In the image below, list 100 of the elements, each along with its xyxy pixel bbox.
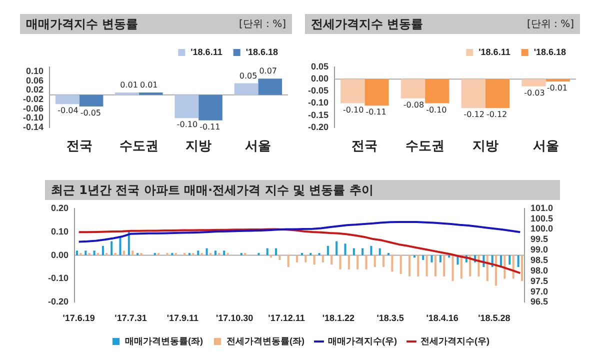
data-label: -0.11 xyxy=(200,122,220,132)
data-label: 0.05 xyxy=(239,71,258,80)
data-label: -0.10 xyxy=(426,105,447,114)
y2-tick-label: 98.0 xyxy=(530,265,548,276)
bar xyxy=(184,252,186,256)
bar xyxy=(388,252,390,256)
bar xyxy=(226,252,229,256)
bar xyxy=(132,250,134,256)
bar xyxy=(365,255,368,270)
data-label: -0.08 xyxy=(403,100,424,110)
bar xyxy=(166,252,168,256)
y2-tick-label: 99.5 xyxy=(530,234,548,244)
text: [단위 : %] xyxy=(238,18,286,31)
chart-title: 전세가격지수 변동률 xyxy=(311,16,424,32)
y-tick-label: -0.10 xyxy=(23,112,44,123)
data-label: -0.12 xyxy=(464,110,484,120)
bar xyxy=(512,255,514,279)
x-tick-label: '18.4.16 xyxy=(426,313,458,324)
bar xyxy=(174,252,177,256)
y-tick-label: 0.02 xyxy=(26,84,44,95)
bar xyxy=(198,94,222,120)
y-tick-label: -0.14 xyxy=(23,122,44,132)
bar xyxy=(326,246,329,256)
chart-title: 최근 1년간 전국 아파트 매매·전세가격 지수 및 변동률 추이 xyxy=(51,182,374,198)
x-tick-label: 수도권 xyxy=(119,138,158,153)
bar xyxy=(102,246,104,256)
legend-label: '18.6.11 xyxy=(190,46,222,57)
x-tick-label: 지방 xyxy=(186,138,212,153)
bar xyxy=(266,248,268,256)
x-tick-label: 지방 xyxy=(472,138,498,153)
bar xyxy=(378,248,381,256)
bar xyxy=(55,94,80,104)
bar xyxy=(417,255,420,276)
bar xyxy=(356,255,359,270)
y-tick-label: -0.20 xyxy=(308,122,329,132)
y-tick-label: -0.05 xyxy=(308,86,329,96)
data-label: -0.10 xyxy=(342,105,364,114)
y2-tick-label: 100.0 xyxy=(530,224,554,234)
bar xyxy=(88,252,90,256)
y-tick-label: 0.00 xyxy=(310,74,329,84)
x-tick-label: '17.6.19 xyxy=(62,313,95,324)
y-tick-label: -0.15 xyxy=(308,110,329,120)
bar xyxy=(430,255,433,262)
bar xyxy=(192,252,194,256)
bar xyxy=(218,252,220,256)
y2-tick-label: 100.5 xyxy=(530,213,554,224)
y-tick-label: 0.06 xyxy=(26,75,44,86)
bar xyxy=(275,248,278,256)
x-tick-label: 수도권 xyxy=(406,138,445,153)
bar xyxy=(197,250,200,256)
bar xyxy=(362,248,364,256)
bar xyxy=(287,255,290,268)
data-label: -0.05 xyxy=(80,108,102,118)
bar xyxy=(318,252,320,256)
y-tick-label: 0.05 xyxy=(310,61,329,72)
bar xyxy=(348,255,350,270)
x-tick-label: '17.12.11 xyxy=(268,313,305,324)
bar xyxy=(84,250,87,256)
bar xyxy=(352,248,355,256)
bar xyxy=(452,255,454,282)
bar xyxy=(214,250,216,256)
x-tick-label: 전국 xyxy=(66,138,92,153)
bar xyxy=(504,255,506,279)
y-tick-label: 0.10 xyxy=(50,226,69,236)
x-tick-label: 전국 xyxy=(352,138,378,153)
bar xyxy=(154,252,156,256)
y-tick-label: -0.20 xyxy=(48,296,69,307)
bar xyxy=(330,255,333,265)
bar xyxy=(439,255,442,262)
bar xyxy=(382,255,385,268)
legend-label: '18.6.11 xyxy=(478,46,510,57)
y-tick-label: -0.06 xyxy=(23,103,44,114)
legend-label: 매매가격지수(우) xyxy=(328,336,397,346)
y2-tick-label: 96.5 xyxy=(530,296,548,307)
y2-tick-label: 98.5 xyxy=(530,254,548,265)
bar xyxy=(158,252,160,256)
bar xyxy=(209,252,212,256)
text: [단위 : %] xyxy=(526,18,574,31)
bar xyxy=(313,255,316,265)
bar xyxy=(374,255,376,268)
y-tick-label: -0.10 xyxy=(48,273,69,284)
bar xyxy=(96,252,99,256)
x-tick-label: '18.5.28 xyxy=(478,313,510,324)
bar xyxy=(508,255,511,265)
bar xyxy=(426,255,428,276)
legend-label: 전세가격지수(우) xyxy=(420,336,490,346)
bar xyxy=(495,255,498,286)
bar xyxy=(520,255,523,282)
bar xyxy=(400,255,402,274)
data-label: 0.01 xyxy=(140,80,158,90)
bar xyxy=(80,252,82,256)
bar xyxy=(300,252,303,256)
legend-label: 매매가격변동률(좌) xyxy=(125,336,204,346)
data-label: -0.11 xyxy=(366,108,386,117)
chart-title: 매매가격지수 변동률 xyxy=(26,16,138,32)
bar xyxy=(240,252,242,256)
x-tick-label: '17.10.30 xyxy=(216,313,254,324)
bar xyxy=(443,255,446,276)
bar xyxy=(322,255,324,262)
data-label: 0.01 xyxy=(120,80,138,90)
